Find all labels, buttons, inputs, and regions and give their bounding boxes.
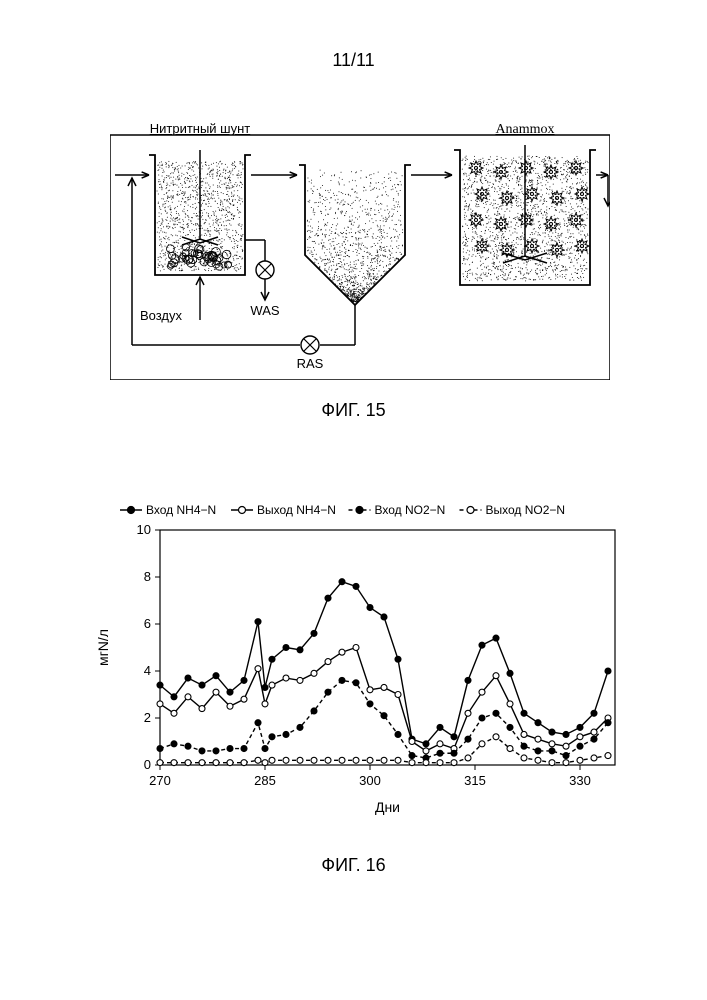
svg-text:10: 10 [137,522,151,537]
svg-text:6: 6 [144,616,151,631]
svg-text:285: 285 [254,773,276,788]
svg-text:Вход NH4−N: Вход NH4−N [146,503,216,517]
svg-text:WAS: WAS [250,303,279,318]
svg-text:330: 330 [569,773,591,788]
svg-text:Выход NH4−N: Выход NH4−N [257,503,336,517]
fig15-caption: ФИГ. 15 [0,400,707,421]
svg-text:Воздух: Воздух [140,308,183,323]
svg-text:270: 270 [149,773,171,788]
svg-text:315: 315 [464,773,486,788]
fig15-diagram: Нитритный шунт Воздух Anammox WAS RAS [110,120,610,380]
svg-text:Выход NO2−N: Выход NO2−N [486,503,566,517]
svg-text:0: 0 [144,757,151,772]
svg-text:Дни: Дни [375,799,400,815]
fig16-caption: ФИГ. 16 [0,855,707,876]
svg-text:мгN/л: мгN/л [95,629,111,666]
svg-text:RAS: RAS [297,356,324,371]
svg-text:8: 8 [144,569,151,584]
svg-text:4: 4 [144,663,151,678]
svg-text:Вход NO2−N: Вход NO2−N [375,503,446,517]
fig16-chart: 0 2 4 6 8 10 270 285 300 315 330 Дни мгN/л Вход NH4−N… [90,490,630,820]
page-number: 11/11 [0,50,707,71]
svg-text:2: 2 [144,710,151,725]
svg-text:Нитритный шунт: Нитритный шунт [150,121,251,136]
svg-text:300: 300 [359,773,381,788]
svg-text:Anammox: Anammox [495,122,554,137]
